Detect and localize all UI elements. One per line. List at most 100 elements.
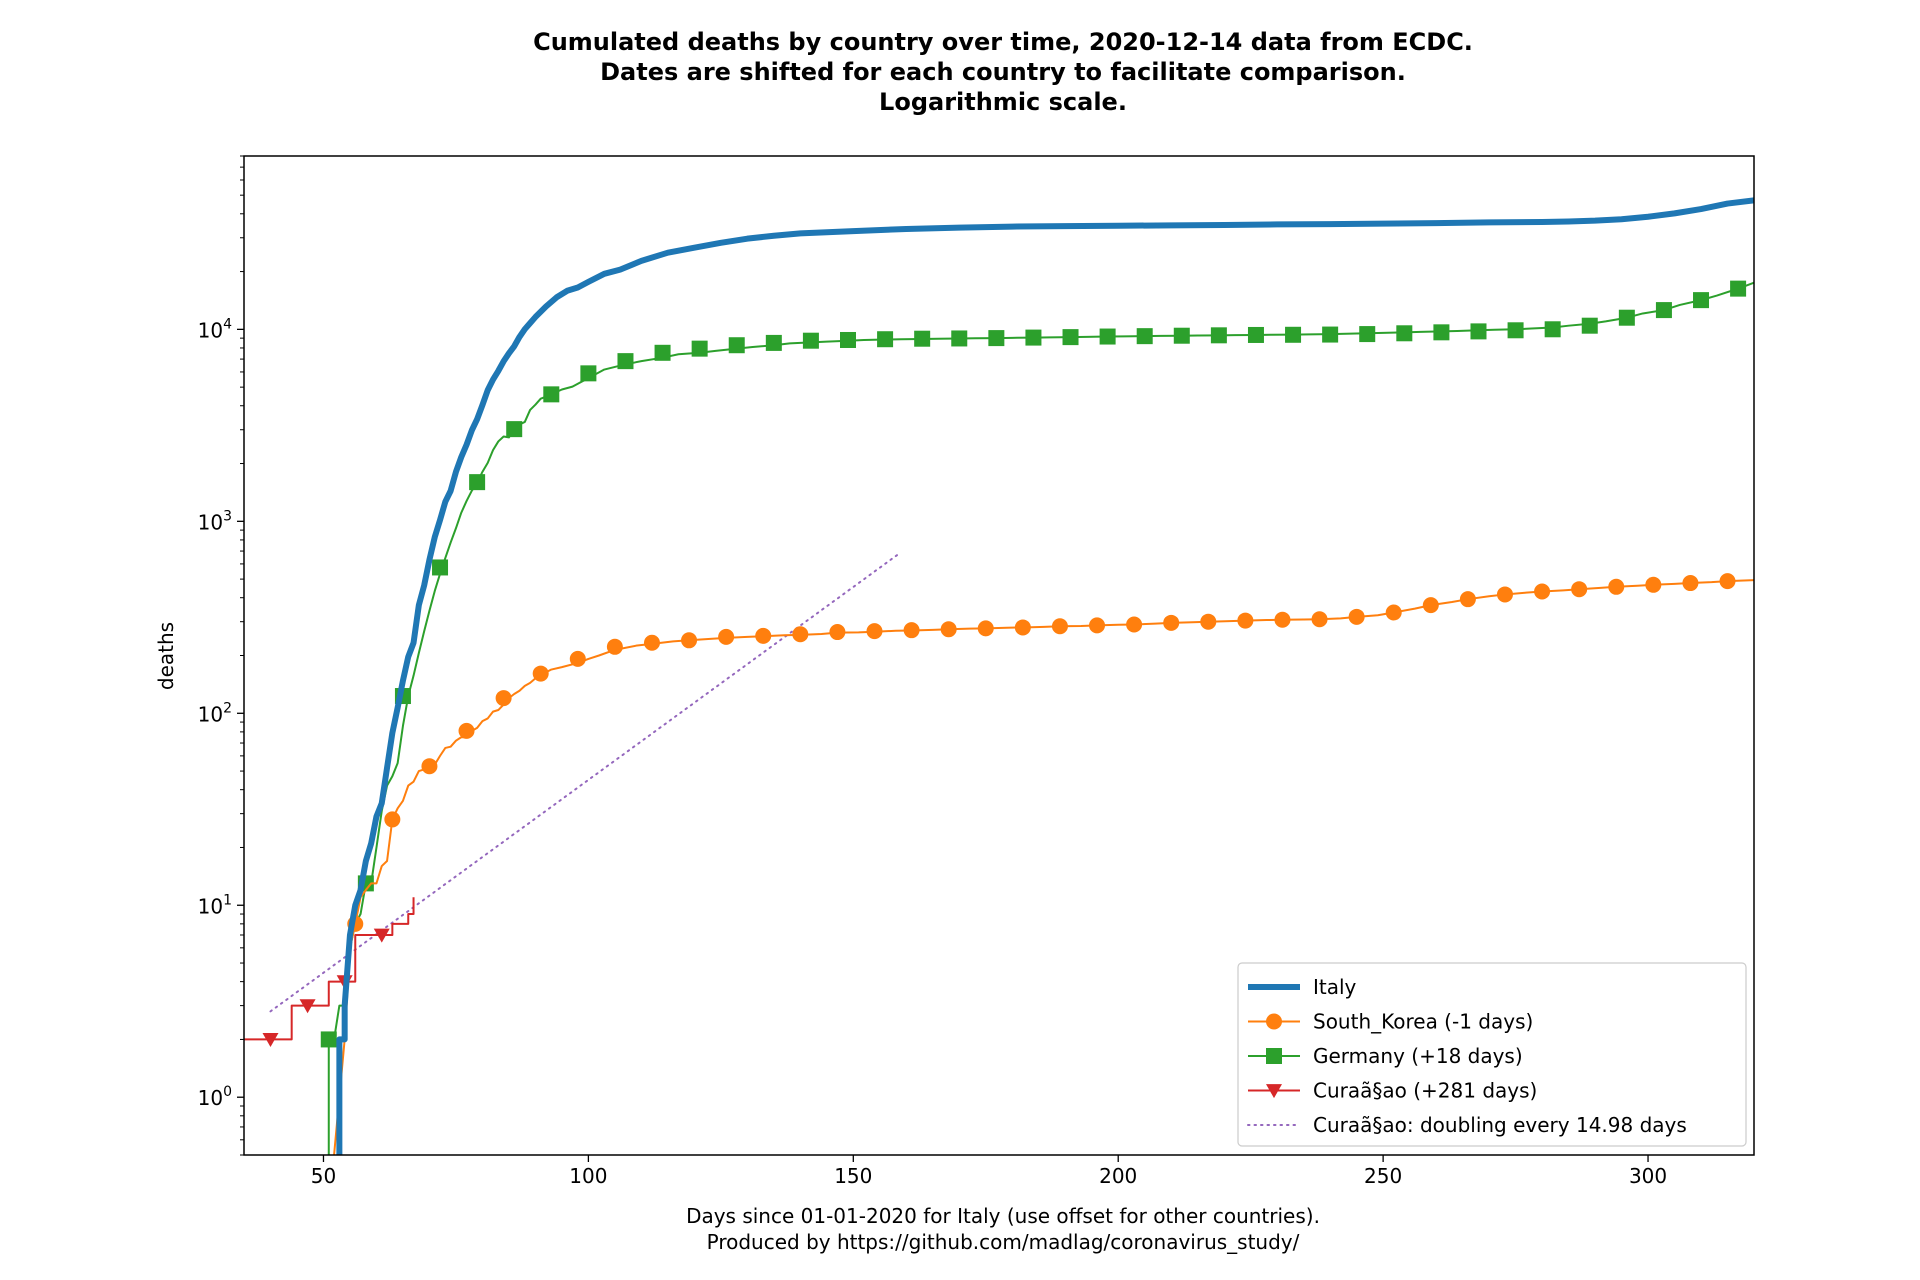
legend-label: Curaã§ao (+281 days)	[1313, 1079, 1537, 1103]
data-point-south-korea-1-days	[1274, 611, 1291, 628]
x-tick-label: 150	[834, 1164, 872, 1188]
data-point-south-korea-1-days	[1571, 581, 1588, 598]
data-point-south-korea-1-days	[1719, 573, 1736, 590]
data-point-germany-18-days	[1025, 329, 1042, 346]
data-point-germany-18-days	[543, 386, 560, 403]
data-point-germany-18-days	[506, 421, 523, 438]
data-point-germany-18-days	[691, 340, 708, 357]
data-point-south-korea-1-days	[1348, 608, 1365, 625]
data-point-germany-18-days	[951, 330, 968, 347]
data-point-germany-18-days	[1396, 325, 1413, 342]
data-point-germany-18-days	[728, 337, 745, 354]
data-point-germany-18-days	[802, 332, 819, 349]
y-tick-label: 100	[198, 1084, 232, 1110]
data-point-germany-18-days	[1655, 302, 1672, 319]
title-line-3: Logarithmic scale.	[879, 88, 1127, 116]
x-axis: 50 100 150 200 250 300	[311, 1155, 1667, 1188]
x-tick-label: 100	[569, 1164, 607, 1188]
x-tick-label: 300	[1629, 1164, 1667, 1188]
x-tick-label: 200	[1099, 1164, 1137, 1188]
data-point-germany-18-days	[1507, 322, 1524, 339]
data-point-south-korea-1-days	[1645, 576, 1662, 593]
legend-label: Germany (+18 days)	[1313, 1044, 1523, 1068]
data-point-germany-18-days	[1322, 326, 1339, 343]
data-point-germany-18-days	[580, 365, 597, 382]
data-point-germany-18-days	[1581, 317, 1598, 334]
data-point-south-korea-1-days	[1089, 617, 1106, 634]
data-point-south-korea-1-days	[1014, 619, 1031, 636]
data-point-south-korea-1-days	[903, 622, 920, 639]
data-point-germany-18-days	[1693, 292, 1710, 309]
legend-label: South_Korea (-1 days)	[1313, 1010, 1533, 1034]
data-point-germany-18-days	[877, 331, 894, 348]
legend-marker	[1266, 1048, 1282, 1064]
data-point-south-korea-1-days	[866, 623, 883, 640]
data-point-germany-18-days	[654, 344, 671, 361]
series-line-cura-ao-281-days	[244, 897, 415, 1041]
y-tick-label: 101	[198, 892, 232, 918]
data-point-germany-18-days	[1544, 321, 1561, 338]
data-point-south-korea-1-days	[940, 621, 957, 638]
data-point-cura-ao-281-days	[262, 1033, 279, 1048]
y-tick-label: 103	[198, 508, 232, 534]
data-point-south-korea-1-days	[1311, 611, 1328, 628]
legend-marker	[1266, 1084, 1282, 1099]
data-point-south-korea-1-days	[1237, 612, 1254, 629]
y-axis-label: deaths	[154, 622, 178, 690]
data-point-germany-18-days	[1618, 309, 1635, 326]
x-tick-label: 50	[311, 1164, 336, 1188]
data-point-cura-ao-281-days	[299, 999, 316, 1014]
legend-box	[1237, 962, 1747, 1147]
x-axis-label-line-2: Produced by https://github.com/madlag/co…	[707, 1230, 1300, 1254]
series-line-italy	[336, 197, 1754, 1155]
data-point-germany-18-days	[320, 1031, 337, 1048]
title-line-1: Cumulated deaths by country over time, 2…	[533, 28, 1473, 56]
data-point-germany-18-days	[1285, 326, 1302, 343]
x-axis-label-line-1: Days since 01-01-2020 for Italy (use off…	[686, 1204, 1320, 1228]
legend: Italy South_Korea (-1 days) Germany (+18 d…	[1237, 962, 1747, 1147]
legend-item-cura-ao-281-days: Curaã§ao (+281 days)	[1248, 1079, 1537, 1103]
legend-label: Curaã§ao: doubling every 14.98 days	[1313, 1113, 1687, 1137]
data-point-germany-18-days	[914, 330, 931, 347]
data-point-germany-18-days	[1136, 328, 1153, 345]
y-tick-label: 102	[198, 700, 232, 726]
data-point-south-korea-1-days	[829, 624, 846, 641]
data-point-south-korea-1-days	[1496, 586, 1513, 603]
data-point-south-korea-1-days	[977, 620, 994, 637]
series-layer	[244, 197, 1754, 1155]
data-point-germany-18-days	[1210, 327, 1227, 344]
data-point-germany-18-days	[1173, 327, 1190, 344]
title-line-2: Dates are shifted for each country to fa…	[600, 58, 1406, 86]
data-point-germany-18-days	[1062, 329, 1079, 346]
data-point-germany-18-days	[432, 559, 449, 576]
data-point-germany-18-days	[1730, 280, 1747, 297]
data-point-germany-18-days	[1433, 324, 1450, 341]
data-point-germany-18-days	[1470, 323, 1487, 340]
data-point-germany-18-days	[1099, 328, 1116, 345]
data-point-germany-18-days	[765, 334, 782, 351]
data-point-germany-18-days	[469, 474, 486, 491]
data-point-south-korea-1-days	[458, 722, 475, 739]
data-point-south-korea-1-days	[718, 628, 735, 645]
data-point-south-korea-1-days	[569, 650, 586, 667]
data-point-south-korea-1-days	[792, 626, 809, 643]
legend-item-italy: Italy	[1248, 975, 1357, 999]
legend-item-south-korea-1-days: South_Korea (-1 days)	[1248, 1010, 1533, 1034]
data-point-germany-18-days	[1359, 326, 1376, 343]
data-point-south-korea-1-days	[1200, 613, 1217, 630]
legend-item-cura-ao-doubling-every-14-98-days: Curaã§ao: doubling every 14.98 days	[1247, 1113, 1687, 1137]
legend-item-germany-18-days: Germany (+18 days)	[1248, 1044, 1523, 1068]
data-point-south-korea-1-days	[1422, 597, 1439, 614]
data-point-south-korea-1-days	[1682, 575, 1699, 592]
data-point-south-korea-1-days	[643, 634, 660, 651]
data-point-south-korea-1-days	[606, 638, 623, 655]
data-point-south-korea-1-days	[681, 632, 698, 649]
y-tick-label: 104	[198, 316, 232, 342]
series-italy	[336, 197, 1754, 1155]
data-point-south-korea-1-days	[1459, 591, 1476, 608]
chart-title: Cumulated deaths by country over time, 2…	[533, 28, 1473, 116]
data-point-south-korea-1-days	[1163, 614, 1180, 631]
data-point-germany-18-days	[840, 331, 856, 348]
data-point-south-korea-1-days	[495, 690, 512, 707]
